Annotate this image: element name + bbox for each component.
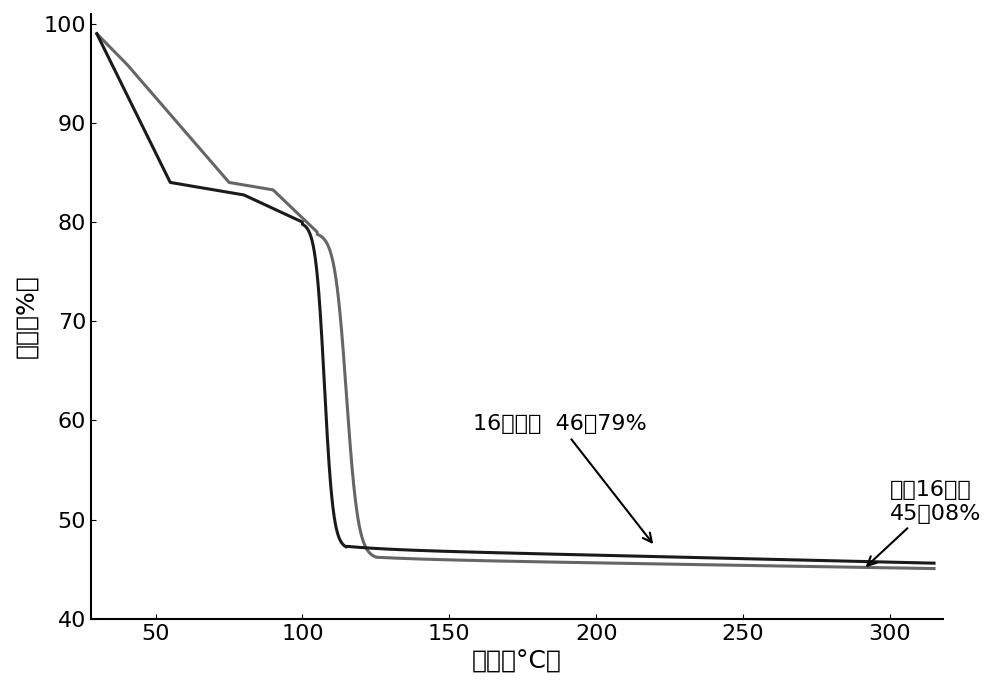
Text: 16个月前  46．79%: 16个月前 46．79%: [473, 414, 652, 542]
Text: 过冷16个月
45．08%: 过冷16个月 45．08%: [867, 480, 981, 565]
X-axis label: 温度（°C）: 温度（°C）: [472, 649, 562, 673]
Y-axis label: 重量（%）: 重量（%）: [14, 274, 38, 358]
